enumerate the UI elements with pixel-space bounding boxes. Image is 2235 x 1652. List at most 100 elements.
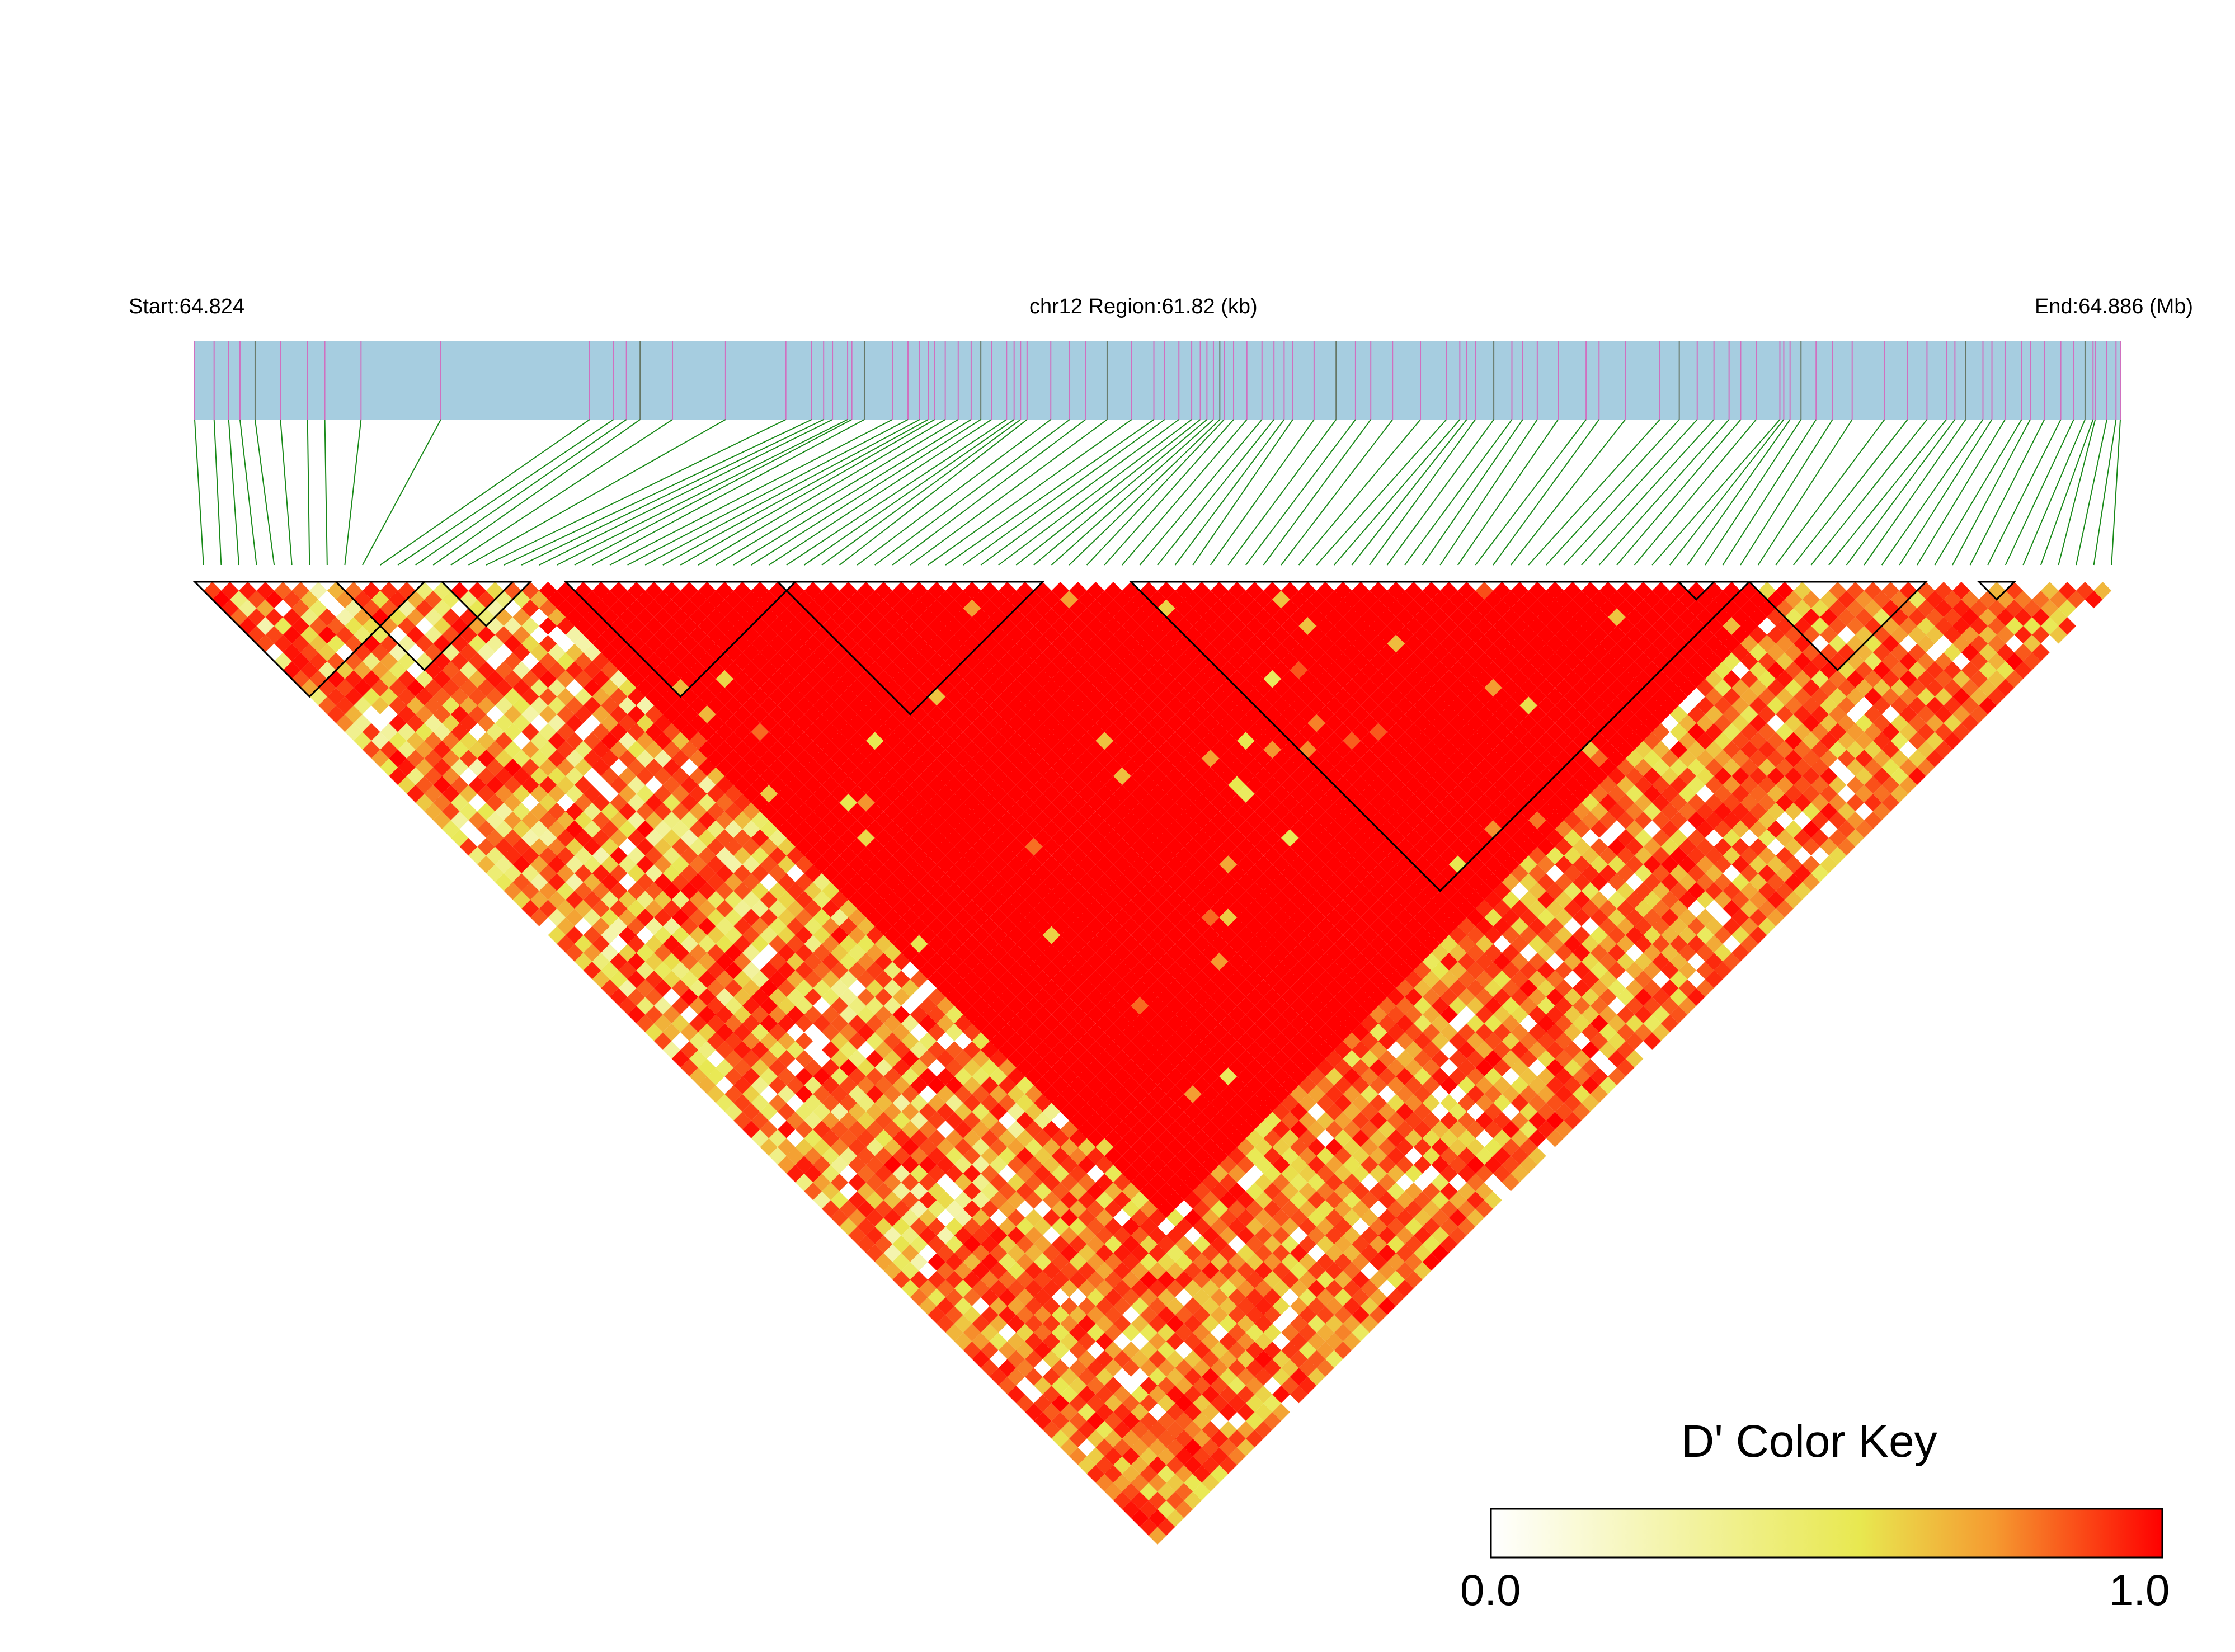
ld-cell (1104, 1270, 1122, 1289)
ld-cell (521, 811, 539, 830)
ld-cell (504, 776, 522, 794)
ld-cell (671, 926, 690, 944)
ld-cell (707, 873, 725, 891)
ld-cell (716, 582, 734, 600)
ld-cell (1033, 1377, 1052, 1395)
ld-cell (539, 652, 557, 670)
ld-cell (972, 1350, 990, 1368)
ld-cell (610, 670, 628, 688)
ld-cell (874, 829, 893, 847)
ld-cell (610, 953, 628, 971)
ld-cell (1077, 961, 1096, 980)
ld-cell (1158, 1235, 1175, 1253)
ld-cell (291, 652, 310, 670)
ld-cell (1281, 1359, 1299, 1377)
ld-cell (857, 723, 875, 741)
ld-cell (1281, 1306, 1299, 1324)
ld-cell (495, 625, 513, 644)
ld-cell (486, 723, 504, 741)
ld-cell (477, 714, 495, 732)
ld-cell (389, 696, 407, 714)
ld-cell (548, 891, 566, 909)
ld-cell (1158, 1394, 1175, 1413)
ld-cell (1122, 1412, 1140, 1430)
ld-cell (1131, 1509, 1149, 1527)
ld-cell (548, 643, 566, 662)
snp-connector (1316, 419, 1447, 566)
ld-cell (424, 643, 443, 662)
ld-cell (1077, 997, 1096, 1015)
ld-cell (1104, 1058, 1122, 1077)
ld-cell (1060, 1279, 1078, 1297)
ld-cell (910, 970, 928, 989)
ld-cell (883, 1226, 902, 1245)
snp-connector (786, 419, 1007, 566)
ld-cell (1219, 1103, 1238, 1121)
ld-cell (910, 1094, 928, 1112)
snp-connector (194, 419, 204, 566)
snp-connector (1669, 419, 1785, 566)
ld-cell (892, 829, 910, 847)
ld-cell (592, 688, 610, 706)
ld-cell (689, 1032, 707, 1050)
ld-cell (804, 1058, 822, 1077)
ld-cell (716, 900, 734, 917)
ld-cell (990, 1333, 1008, 1350)
ld-cell (954, 1121, 972, 1138)
ld-cell (654, 625, 672, 644)
ld-cell (1060, 1121, 1078, 1138)
ld-cell (954, 997, 972, 1015)
ld-cell (998, 1200, 1017, 1218)
snp-connector (1969, 419, 2045, 566)
ld-cell (1095, 1244, 1114, 1262)
ld-cell (1245, 1429, 1264, 1448)
ld-cell (539, 846, 557, 865)
ld-cell (804, 793, 822, 812)
ld-cell (504, 882, 522, 900)
ld-cell (928, 900, 946, 917)
ld-cell (1281, 1129, 1299, 1147)
ld-cell (1095, 1368, 1114, 1386)
ld-cell (627, 617, 646, 635)
ld-cell (583, 714, 601, 732)
ld-cell (954, 1138, 972, 1156)
ld-cell (477, 732, 495, 750)
ld-cell (760, 732, 778, 750)
ld-cell (892, 1058, 910, 1077)
ld-cell (389, 714, 407, 732)
ld-cell (477, 855, 495, 874)
ld-cell (486, 582, 504, 600)
ld-cell (1343, 1279, 1361, 1297)
ld-cell (1104, 1005, 1122, 1024)
ld-cell (1060, 961, 1078, 980)
ld-cell (1016, 846, 1034, 865)
ld-cell (945, 1253, 963, 1271)
ld-cell (442, 625, 460, 644)
ld-cell (433, 705, 451, 723)
ld-cell (1245, 1412, 1264, 1430)
ld-cell (937, 979, 954, 997)
ld-cell (610, 705, 628, 723)
ld-cell (566, 837, 584, 856)
ld-cell (627, 776, 646, 794)
ld-cell (433, 793, 451, 812)
snp-connector (892, 419, 1086, 566)
ld-cell (627, 758, 646, 776)
ld-cell (398, 741, 416, 759)
ld-cell (1131, 997, 1149, 1015)
ld-cell (1298, 1129, 1317, 1147)
ld-cell (627, 882, 646, 900)
ld-cell (291, 582, 310, 600)
ld-cell (1307, 1191, 1325, 1209)
ld-cell (972, 855, 990, 874)
ld-cell (610, 882, 628, 900)
ld-cell (990, 1226, 1008, 1245)
ld-cell (1060, 1191, 1078, 1209)
ld-cell (1104, 1429, 1122, 1448)
ld-cell (345, 705, 363, 723)
ld-cell (1033, 917, 1052, 935)
ld-cell (769, 829, 787, 847)
ld-cell (1245, 1200, 1264, 1218)
ld-cell (972, 785, 990, 803)
